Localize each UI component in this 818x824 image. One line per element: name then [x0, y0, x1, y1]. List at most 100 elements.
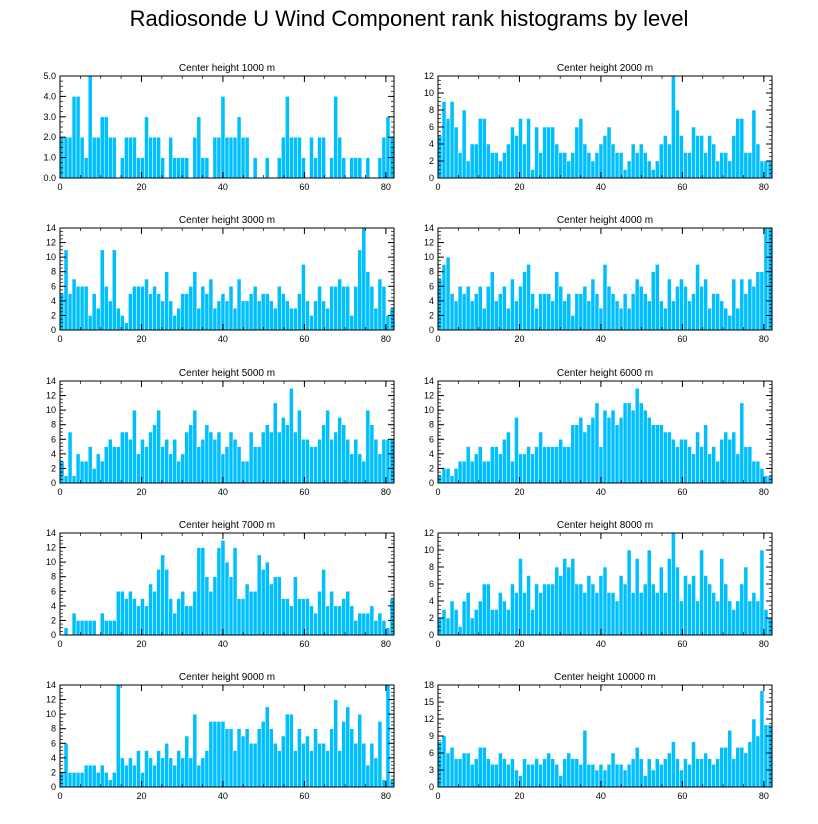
histogram-bar: [148, 431, 153, 484]
histogram-bar: [622, 769, 628, 788]
y-tick-label: 0: [429, 782, 434, 792]
histogram-bar: [317, 439, 322, 484]
histogram-bar: [699, 758, 704, 788]
histogram-bar: [289, 388, 294, 484]
histogram-bar: [655, 758, 660, 788]
y-tick-label: 9: [429, 731, 434, 741]
histogram-bar: [232, 750, 238, 788]
y-tick-label: 4: [51, 601, 56, 611]
histogram-bar: [582, 730, 588, 788]
histogram-bar: [538, 764, 543, 788]
histogram-bar: [530, 764, 535, 788]
histogram-bar: [490, 764, 495, 788]
histogram-bar: [377, 157, 383, 179]
histogram-bar: [642, 293, 648, 331]
histogram-bar: [719, 152, 724, 179]
histogram-bar: [494, 300, 499, 331]
histogram-bar: [120, 157, 125, 179]
histogram-bar: [369, 424, 375, 484]
histogram-bar: [743, 152, 749, 179]
histogram-bar: [293, 307, 298, 331]
histogram-bar: [610, 293, 616, 331]
histogram-bar: [124, 431, 129, 484]
histogram-bar: [711, 592, 716, 636]
histogram-bar: [626, 307, 632, 331]
histogram-bar: [610, 752, 616, 788]
histogram-bar: [647, 417, 652, 484]
y-tick-label: 0: [51, 630, 56, 640]
x-tick-label: 60: [677, 639, 687, 649]
histogram-bar: [747, 741, 753, 788]
histogram-bar: [723, 307, 728, 331]
y-tick-label: 6: [51, 738, 56, 748]
histogram-bar: [345, 439, 350, 484]
histogram-bar: [285, 300, 290, 331]
histogram-bar: [313, 300, 318, 331]
histogram-bar: [546, 126, 551, 179]
histogram-bar: [618, 152, 624, 179]
histogram-bar: [445, 752, 451, 788]
histogram-bar: [570, 315, 576, 331]
histogram-bar: [626, 402, 632, 484]
y-tick-label: 4: [429, 296, 434, 306]
x-tick-label: 20: [514, 334, 524, 344]
histogram-bar: [626, 160, 632, 179]
histogram-bar: [63, 627, 69, 636]
histogram-bar: [357, 249, 363, 331]
x-tick-label: 60: [299, 639, 309, 649]
histogram-bar: [457, 286, 463, 331]
histogram-bar: [675, 109, 680, 179]
histogram-bar: [297, 728, 302, 788]
histogram-bar: [277, 431, 282, 484]
histogram-bar: [305, 300, 310, 331]
histogram-bar: [148, 757, 153, 788]
histogram-bar: [124, 322, 129, 331]
histogram-bar: [514, 135, 519, 179]
x-tick-label: 20: [136, 791, 146, 801]
histogram-bar: [144, 446, 149, 484]
histogram-bar: [659, 566, 664, 636]
histogram-bar: [95, 136, 101, 179]
histogram-bar: [112, 620, 117, 636]
histogram-bar: [240, 136, 246, 179]
histogram-bar: [333, 431, 338, 484]
histogram-bar: [228, 576, 234, 636]
histogram-bar: [642, 583, 648, 636]
histogram-bar: [256, 728, 262, 788]
histogram-bar: [108, 620, 113, 636]
histogram-bar: [582, 431, 588, 484]
histogram-bar: [622, 293, 628, 331]
panel-title: Center height 9000 m: [179, 672, 275, 683]
chart-panel: Center height 4000 m 0 2 4 6 8 10 12 14 0 20 40 60 80: [424, 215, 773, 344]
histogram-bar: [655, 592, 660, 636]
x-tick-label: 40: [218, 182, 228, 192]
histogram-bar: [655, 160, 660, 179]
histogram-bar: [711, 143, 716, 179]
y-tick-label: 6: [51, 434, 56, 444]
histogram-bar: [317, 743, 322, 788]
histogram-bar: [277, 286, 282, 331]
panel-title: Center height 5000 m: [179, 368, 275, 379]
histogram-bar: [353, 620, 359, 636]
histogram-bar: [522, 758, 527, 788]
histogram-bar: [667, 143, 672, 179]
histogram-bar: [156, 293, 161, 331]
y-tick-label: 6: [429, 748, 434, 758]
histogram-bar: [691, 126, 696, 179]
histogram-bar: [329, 728, 334, 788]
histogram-bar: [232, 136, 238, 179]
histogram-bar: [486, 460, 491, 484]
histogram-bar: [562, 446, 568, 484]
histogram-bar: [469, 617, 475, 636]
histogram-bar: [281, 293, 286, 331]
histogram-bar: [586, 300, 592, 331]
histogram-bar: [244, 728, 250, 788]
histogram-bar: [755, 735, 761, 788]
histogram-bar: [220, 540, 226, 636]
histogram-bar: [663, 135, 668, 179]
y-tick-label: 2: [51, 463, 56, 473]
histogram-bar: [574, 758, 580, 788]
histogram-bar: [293, 750, 298, 788]
histogram-bar: [711, 446, 716, 484]
histogram-bar: [236, 598, 242, 636]
